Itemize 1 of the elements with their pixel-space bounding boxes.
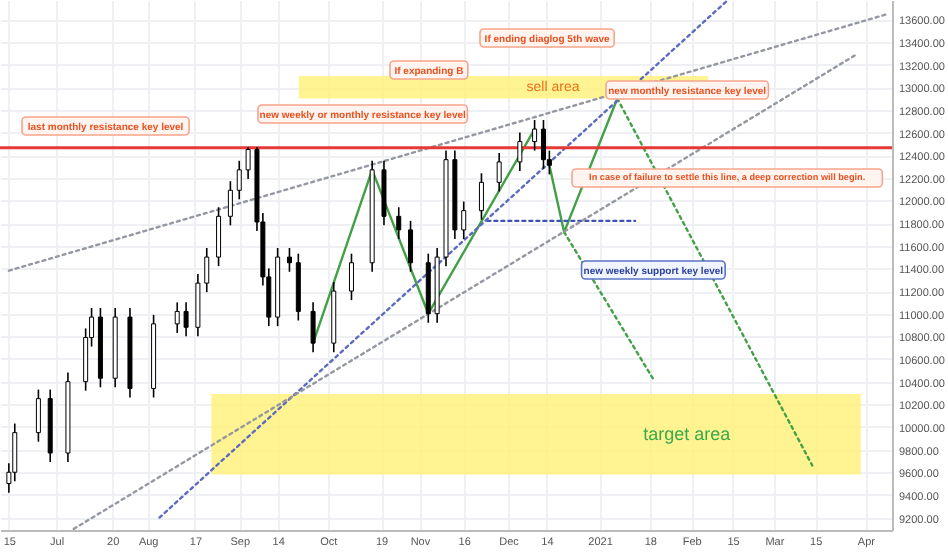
band-label: target area [643,424,731,445]
